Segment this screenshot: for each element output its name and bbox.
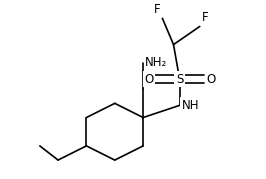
Text: F: F (154, 3, 160, 16)
Text: O: O (206, 72, 215, 86)
Text: S: S (176, 72, 183, 86)
Text: NH₂: NH₂ (145, 56, 167, 69)
Text: F: F (202, 11, 209, 24)
Text: O: O (144, 72, 153, 86)
Text: NH: NH (182, 99, 199, 112)
